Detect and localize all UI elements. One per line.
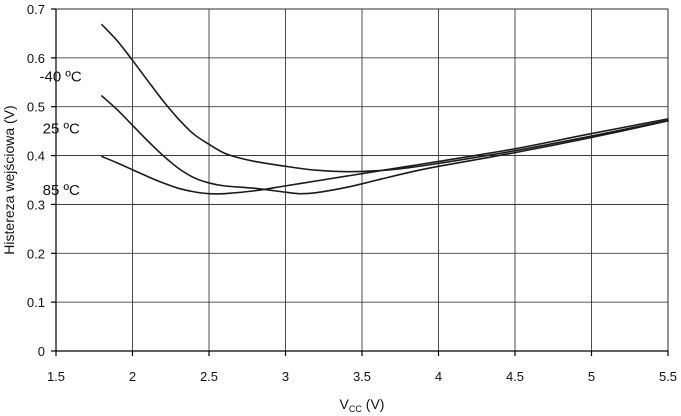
series-line-25-c [101, 95, 669, 195]
y-tick-label: 0.2 [27, 246, 45, 261]
x-axis-title-main: V [340, 396, 350, 412]
y-tick-label: 0.3 [27, 197, 45, 212]
y-tick-label: 0.5 [27, 100, 45, 115]
series-line-85-c [101, 118, 669, 195]
x-tick-label: 2 [129, 369, 136, 384]
x-tick-label: 1.5 [47, 369, 65, 384]
series-label-40-c: -40 ºC [40, 68, 82, 85]
x-tick-label: 2.5 [200, 369, 218, 384]
y-axis-title: Histereza wejściowa (V) [1, 105, 17, 254]
x-axis-title-unit: (V) [362, 396, 385, 412]
x-tick-label: 4.5 [506, 369, 524, 384]
x-tick-label: 4 [435, 369, 442, 384]
x-tick-label: 5.5 [659, 369, 677, 384]
y-tick-label: 0 [38, 344, 45, 359]
x-tick-label: 3.5 [353, 369, 371, 384]
series-lines [101, 23, 669, 195]
series-label-85-c: 85 ºC [43, 182, 80, 199]
grid-lines [55, 8, 669, 352]
y-tick-label: 0.4 [27, 149, 45, 164]
series-line-40-c [101, 23, 669, 173]
x-tick-label: 3 [282, 369, 289, 384]
x-axis-title: VCC (V) [340, 396, 385, 414]
x-tick-label: 5 [588, 369, 595, 384]
series-label-25-c: 25 ºC [43, 121, 80, 138]
y-tick-label: 0.6 [27, 51, 45, 66]
axes [51, 8, 669, 356]
series-labels: -40 ºC 25 ºC 85 ºC [40, 68, 82, 198]
y-tick-label: 0.7 [27, 2, 45, 17]
y-tick-label: 0.1 [27, 295, 45, 310]
x-axis-title-sub: CC [349, 404, 362, 414]
tick-labels: 1.5 2 2.5 3 3.5 4 4.5 5 5.5 0 0.1 0.2 0.3 0.4 0.5 0.6 0.… [27, 2, 677, 384]
